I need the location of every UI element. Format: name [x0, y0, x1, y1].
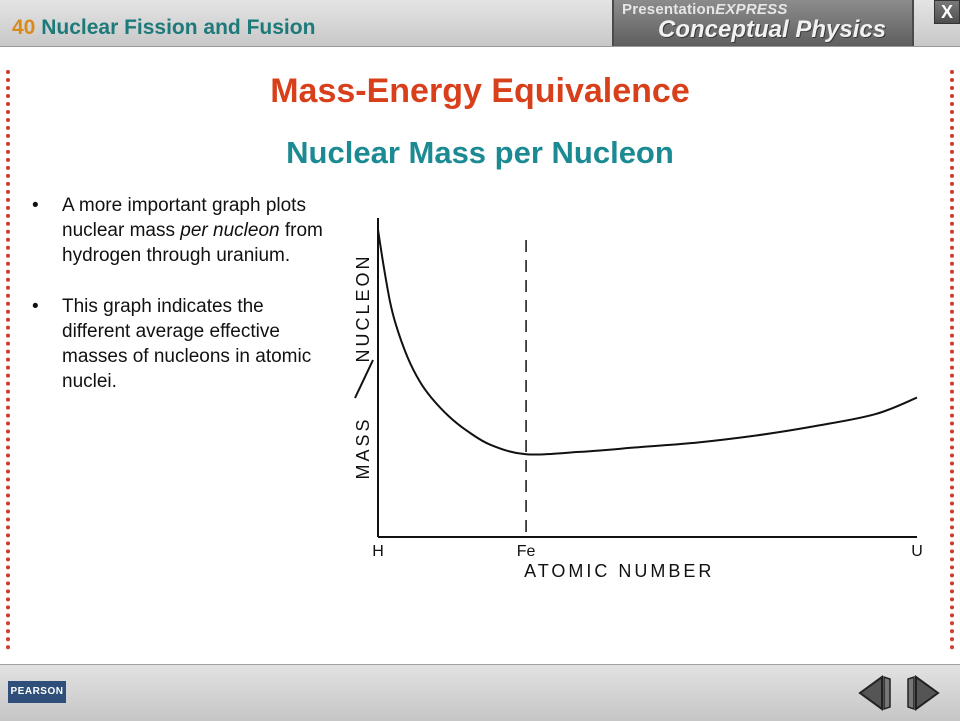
bullet-text: from hydrogen through uranium.: [62, 220, 323, 266]
chevron-left-icon: [858, 675, 891, 711]
bullet-marker: •: [32, 195, 39, 216]
slide-title: Mass-Energy Equivalence: [270, 72, 690, 110]
brand-tagline: PresentationEXPRESS: [622, 1, 788, 18]
previous-slide-button[interactable]: [852, 673, 896, 713]
y-axis-label: MASS NUCLEON: [353, 253, 374, 480]
x-tick-label-u: U: [911, 543, 923, 560]
y-axis-label-slash: [354, 359, 374, 399]
header-bar: 40 Nuclear Fission and Fusion Presentati…: [0, 0, 960, 47]
bullet-list: • A more important graph plots nuclear m…: [30, 193, 330, 420]
x-tick-label-fe: Fe: [517, 543, 536, 560]
brand-name: Conceptual Physics: [658, 16, 887, 43]
next-slide-button[interactable]: [902, 673, 946, 713]
chapter-title: 40 Nuclear Fission and Fusion: [12, 16, 315, 40]
right-dotted-border: [950, 70, 954, 650]
x-tick-label-h: H: [372, 543, 384, 560]
x-axis-label: ATOMIC NUMBER: [524, 561, 714, 581]
bullet-text: A more important graph plots nuclear mas…: [62, 195, 306, 241]
slide-subtitle: Nuclear Mass per Nucleon: [286, 135, 674, 170]
bullet-emphasis: per nucleon: [180, 220, 280, 241]
left-dotted-border: [6, 70, 10, 650]
chapter-name: Nuclear Fission and Fusion: [41, 16, 316, 39]
chapter-number: 40: [12, 16, 36, 39]
mass-per-nucleon-curve: [377, 229, 918, 456]
bullet-item: • This graph indicates the different ave…: [30, 294, 330, 394]
footer-bar: PEARSON: [0, 664, 960, 721]
chevron-right-icon: [907, 675, 940, 711]
brand-logo: PresentationEXPRESS Conceptual Physics: [612, 0, 914, 46]
y-axis-label-mass: MASS: [353, 416, 373, 479]
y-axis-label-nucleon: NUCLEON: [353, 253, 373, 362]
pearson-logo: PEARSON: [8, 681, 66, 703]
bullet-marker: •: [32, 296, 39, 317]
bullet-item: • A more important graph plots nuclear m…: [30, 193, 330, 268]
mass-per-nucleon-chart: MASS NUCLEON H Fe U ATOMIC NUMBER: [353, 218, 923, 581]
close-button[interactable]: X: [934, 0, 960, 24]
brand-tagline-a: Presentation: [622, 1, 716, 18]
brand-tagline-b: EXPRESS: [715, 1, 788, 18]
bullet-text: This graph indicates the different avera…: [62, 296, 312, 392]
